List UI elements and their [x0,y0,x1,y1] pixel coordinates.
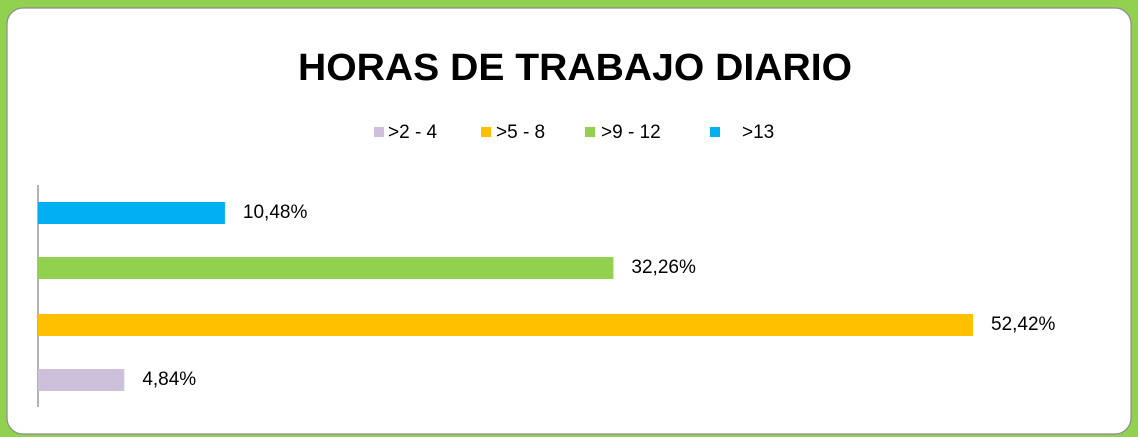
bar [38,369,125,391]
chart-title: HORAS DE TRABAJO DIARIO [298,47,852,89]
legend-label: >13 [742,122,774,143]
legend-swatch [374,127,384,137]
legend-swatch [710,127,720,137]
legend-swatch [585,127,595,137]
data-label: 4,84% [142,369,196,390]
legend-label: >5 - 8 [496,122,545,143]
legend-label: >2 - 4 [388,122,438,143]
data-label: 52,42% [991,314,1056,335]
data-label: 32,26% [631,257,696,278]
data-label: 10,48% [243,202,308,223]
legend-label: >9 - 12 [601,122,661,143]
bar [38,202,225,224]
legend-swatch [481,127,491,137]
bar [38,257,614,279]
bar [38,314,973,336]
